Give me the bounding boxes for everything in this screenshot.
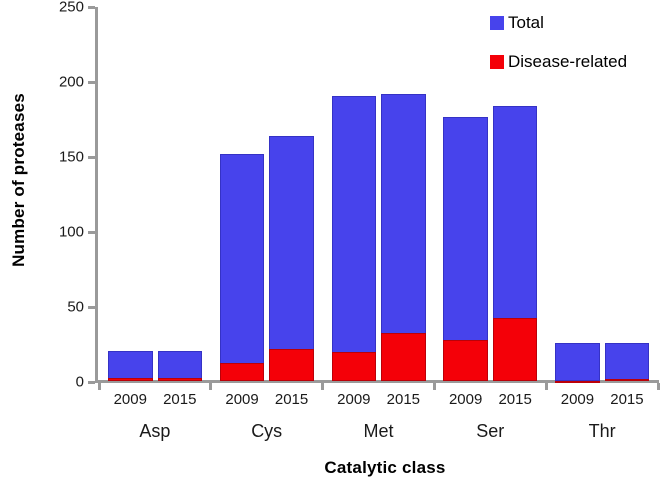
y-tick-mark bbox=[88, 155, 95, 159]
bar-disease-met-2009 bbox=[331, 352, 377, 381]
y-tick-label: 100 bbox=[58, 223, 84, 241]
bar-total-asp-2009 bbox=[108, 350, 153, 381]
year-label-cys-2015: 2015 bbox=[274, 391, 309, 408]
category-label-asp: Asp bbox=[139, 421, 171, 441]
x-tick-mark bbox=[321, 383, 325, 390]
year-label-cys-2009: 2009 bbox=[225, 391, 259, 408]
bar-disease-thr-2009 bbox=[555, 380, 600, 383]
legend-item-disease: Disease-related bbox=[490, 53, 627, 70]
disease-swatch-icon bbox=[490, 54, 504, 69]
x-tick-mark bbox=[544, 383, 548, 390]
year-label-ser-2009: 2009 bbox=[448, 391, 483, 408]
y-tick-label: 200 bbox=[58, 73, 84, 91]
year-label-thr-2009: 2009 bbox=[560, 391, 595, 408]
bar-disease-met-2015 bbox=[381, 332, 426, 381]
category-label-met: Met bbox=[363, 421, 394, 441]
y-axis-line bbox=[95, 7, 98, 383]
x-tick-mark bbox=[97, 383, 101, 390]
x-tick-mark bbox=[432, 383, 436, 390]
year-label-ser-2015: 2015 bbox=[498, 391, 532, 408]
x-axis-title: Catalytic class bbox=[324, 458, 446, 477]
year-label-asp-2009: 2009 bbox=[113, 391, 147, 408]
total-swatch-icon bbox=[490, 15, 504, 30]
y-axis-title: Number of proteases bbox=[9, 93, 28, 267]
bar-disease-asp-2015 bbox=[157, 377, 202, 381]
x-tick-mark bbox=[209, 383, 213, 390]
legend-label-total: Total bbox=[508, 13, 544, 32]
legend: Total Disease-related bbox=[490, 14, 627, 92]
bar-disease-cys-2009 bbox=[219, 362, 265, 381]
bar-total-thr-2009 bbox=[555, 343, 600, 381]
bar-total-met-2009 bbox=[331, 95, 377, 381]
legend-item-total: Total bbox=[490, 14, 627, 31]
category-label-ser: Ser bbox=[476, 421, 505, 441]
y-tick-mark bbox=[88, 230, 95, 234]
legend-label-disease: Disease-related bbox=[508, 52, 628, 71]
y-tick-label: 150 bbox=[58, 148, 84, 166]
bar-total-cys-2009 bbox=[219, 154, 265, 381]
bar-disease-thr-2015 bbox=[604, 379, 650, 381]
bar-disease-ser-2009 bbox=[443, 340, 488, 381]
y-tick-label: 250 bbox=[58, 0, 84, 16]
bar-total-ser-2009 bbox=[443, 116, 488, 381]
y-tick-label: 50 bbox=[67, 298, 84, 316]
y-tick-mark bbox=[88, 5, 95, 9]
x-tick-mark bbox=[656, 383, 660, 390]
year-label-met-2015: 2015 bbox=[386, 391, 421, 408]
y-tick-mark bbox=[88, 80, 95, 84]
y-tick-mark bbox=[88, 305, 95, 309]
y-tick-label: 0 bbox=[75, 373, 84, 391]
bar-disease-asp-2009 bbox=[108, 377, 153, 381]
bar-disease-ser-2015 bbox=[492, 317, 538, 381]
y-tick-mark bbox=[88, 380, 95, 384]
bar-total-asp-2015 bbox=[157, 350, 202, 381]
x-axis-line bbox=[95, 380, 659, 383]
bar-total-cys-2015 bbox=[269, 136, 314, 381]
year-label-met-2009: 2009 bbox=[337, 391, 371, 408]
bar-total-thr-2015 bbox=[604, 343, 650, 381]
category-label-cys: Cys bbox=[251, 421, 283, 441]
bar-disease-cys-2015 bbox=[269, 349, 314, 381]
year-label-asp-2015: 2015 bbox=[163, 391, 197, 408]
category-label-thr: Thr bbox=[588, 421, 616, 441]
year-label-thr-2015: 2015 bbox=[610, 391, 644, 408]
